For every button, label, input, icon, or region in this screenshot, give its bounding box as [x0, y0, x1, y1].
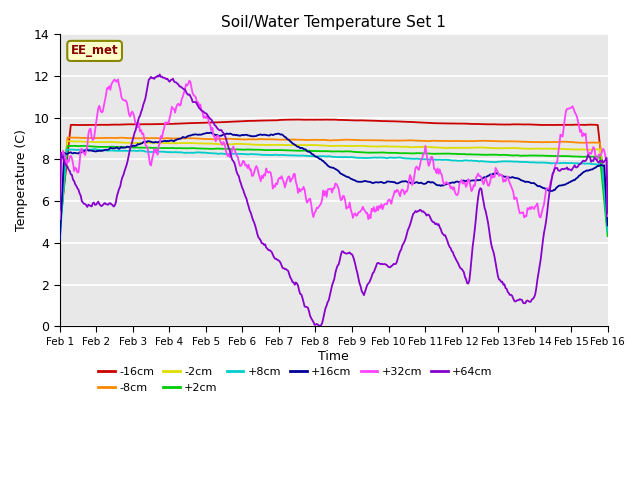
-8cm: [64, 135, 72, 141]
-16cm: [383, 118, 391, 124]
+64cm: [316, 323, 324, 329]
+8cm: [506, 158, 514, 164]
Line: -2cm: -2cm: [60, 141, 607, 232]
+2cm: [321, 148, 328, 154]
+64cm: [322, 305, 330, 311]
+32cm: [321, 192, 328, 198]
-8cm: [317, 137, 325, 143]
+64cm: [156, 72, 164, 77]
+32cm: [364, 216, 372, 222]
+2cm: [56, 227, 64, 233]
Line: +64cm: +64cm: [60, 74, 607, 326]
+16cm: [592, 165, 600, 170]
-8cm: [592, 140, 600, 145]
+64cm: [604, 210, 611, 216]
+2cm: [592, 154, 600, 159]
+8cm: [321, 153, 328, 159]
+8cm: [604, 229, 611, 235]
-2cm: [56, 225, 64, 230]
+32cm: [384, 198, 392, 204]
+16cm: [604, 222, 611, 228]
+32cm: [353, 212, 361, 218]
-16cm: [592, 122, 600, 128]
+64cm: [355, 276, 362, 281]
-8cm: [321, 137, 328, 143]
-8cm: [604, 226, 611, 231]
-8cm: [353, 137, 361, 143]
Line: +2cm: +2cm: [60, 146, 607, 236]
-2cm: [592, 146, 600, 152]
+2cm: [317, 148, 325, 154]
Text: EE_met: EE_met: [71, 45, 118, 58]
+8cm: [383, 156, 391, 161]
+32cm: [604, 213, 611, 219]
-16cm: [506, 121, 514, 127]
-2cm: [353, 143, 361, 149]
-16cm: [56, 223, 64, 228]
+64cm: [384, 264, 392, 269]
+2cm: [79, 143, 87, 149]
+2cm: [604, 233, 611, 239]
+8cm: [317, 154, 325, 159]
+16cm: [317, 156, 325, 162]
Line: +8cm: +8cm: [60, 149, 607, 238]
-2cm: [604, 229, 611, 235]
-16cm: [321, 117, 328, 122]
-8cm: [506, 138, 514, 144]
+16cm: [506, 175, 514, 180]
X-axis label: Time: Time: [318, 349, 349, 363]
+2cm: [383, 150, 391, 156]
+32cm: [114, 76, 122, 82]
-2cm: [317, 143, 325, 148]
-16cm: [317, 117, 325, 122]
+2cm: [353, 149, 361, 155]
+32cm: [317, 201, 325, 206]
+32cm: [56, 216, 64, 222]
-8cm: [56, 223, 64, 228]
-2cm: [64, 138, 72, 144]
+64cm: [593, 157, 600, 163]
+2cm: [506, 152, 514, 158]
+32cm: [507, 183, 515, 189]
+8cm: [90, 146, 98, 152]
+8cm: [592, 161, 600, 167]
Title: Soil/Water Temperature Set 1: Soil/Water Temperature Set 1: [221, 15, 446, 30]
-2cm: [506, 145, 514, 151]
+16cm: [383, 179, 391, 184]
-16cm: [604, 213, 611, 218]
Line: -16cm: -16cm: [60, 120, 607, 226]
+16cm: [56, 237, 64, 243]
+16cm: [321, 159, 328, 165]
+32cm: [593, 157, 600, 163]
Line: -8cm: -8cm: [60, 138, 607, 228]
+64cm: [507, 292, 515, 298]
+8cm: [353, 155, 361, 161]
Y-axis label: Temperature (C): Temperature (C): [15, 129, 28, 231]
+64cm: [318, 320, 326, 326]
+16cm: [353, 179, 361, 184]
-16cm: [353, 118, 361, 123]
+64cm: [56, 207, 64, 213]
Line: +16cm: +16cm: [60, 132, 607, 240]
-2cm: [321, 143, 328, 148]
+8cm: [56, 235, 64, 241]
-16cm: [294, 117, 302, 122]
+16cm: [206, 130, 214, 135]
-8cm: [383, 138, 391, 144]
-2cm: [383, 144, 391, 149]
Line: +32cm: +32cm: [60, 79, 607, 219]
Legend: -16cm, -8cm, -2cm, +2cm, +8cm, +16cm, +32cm, +64cm: -16cm, -8cm, -2cm, +2cm, +8cm, +16cm, +3…: [93, 362, 497, 397]
